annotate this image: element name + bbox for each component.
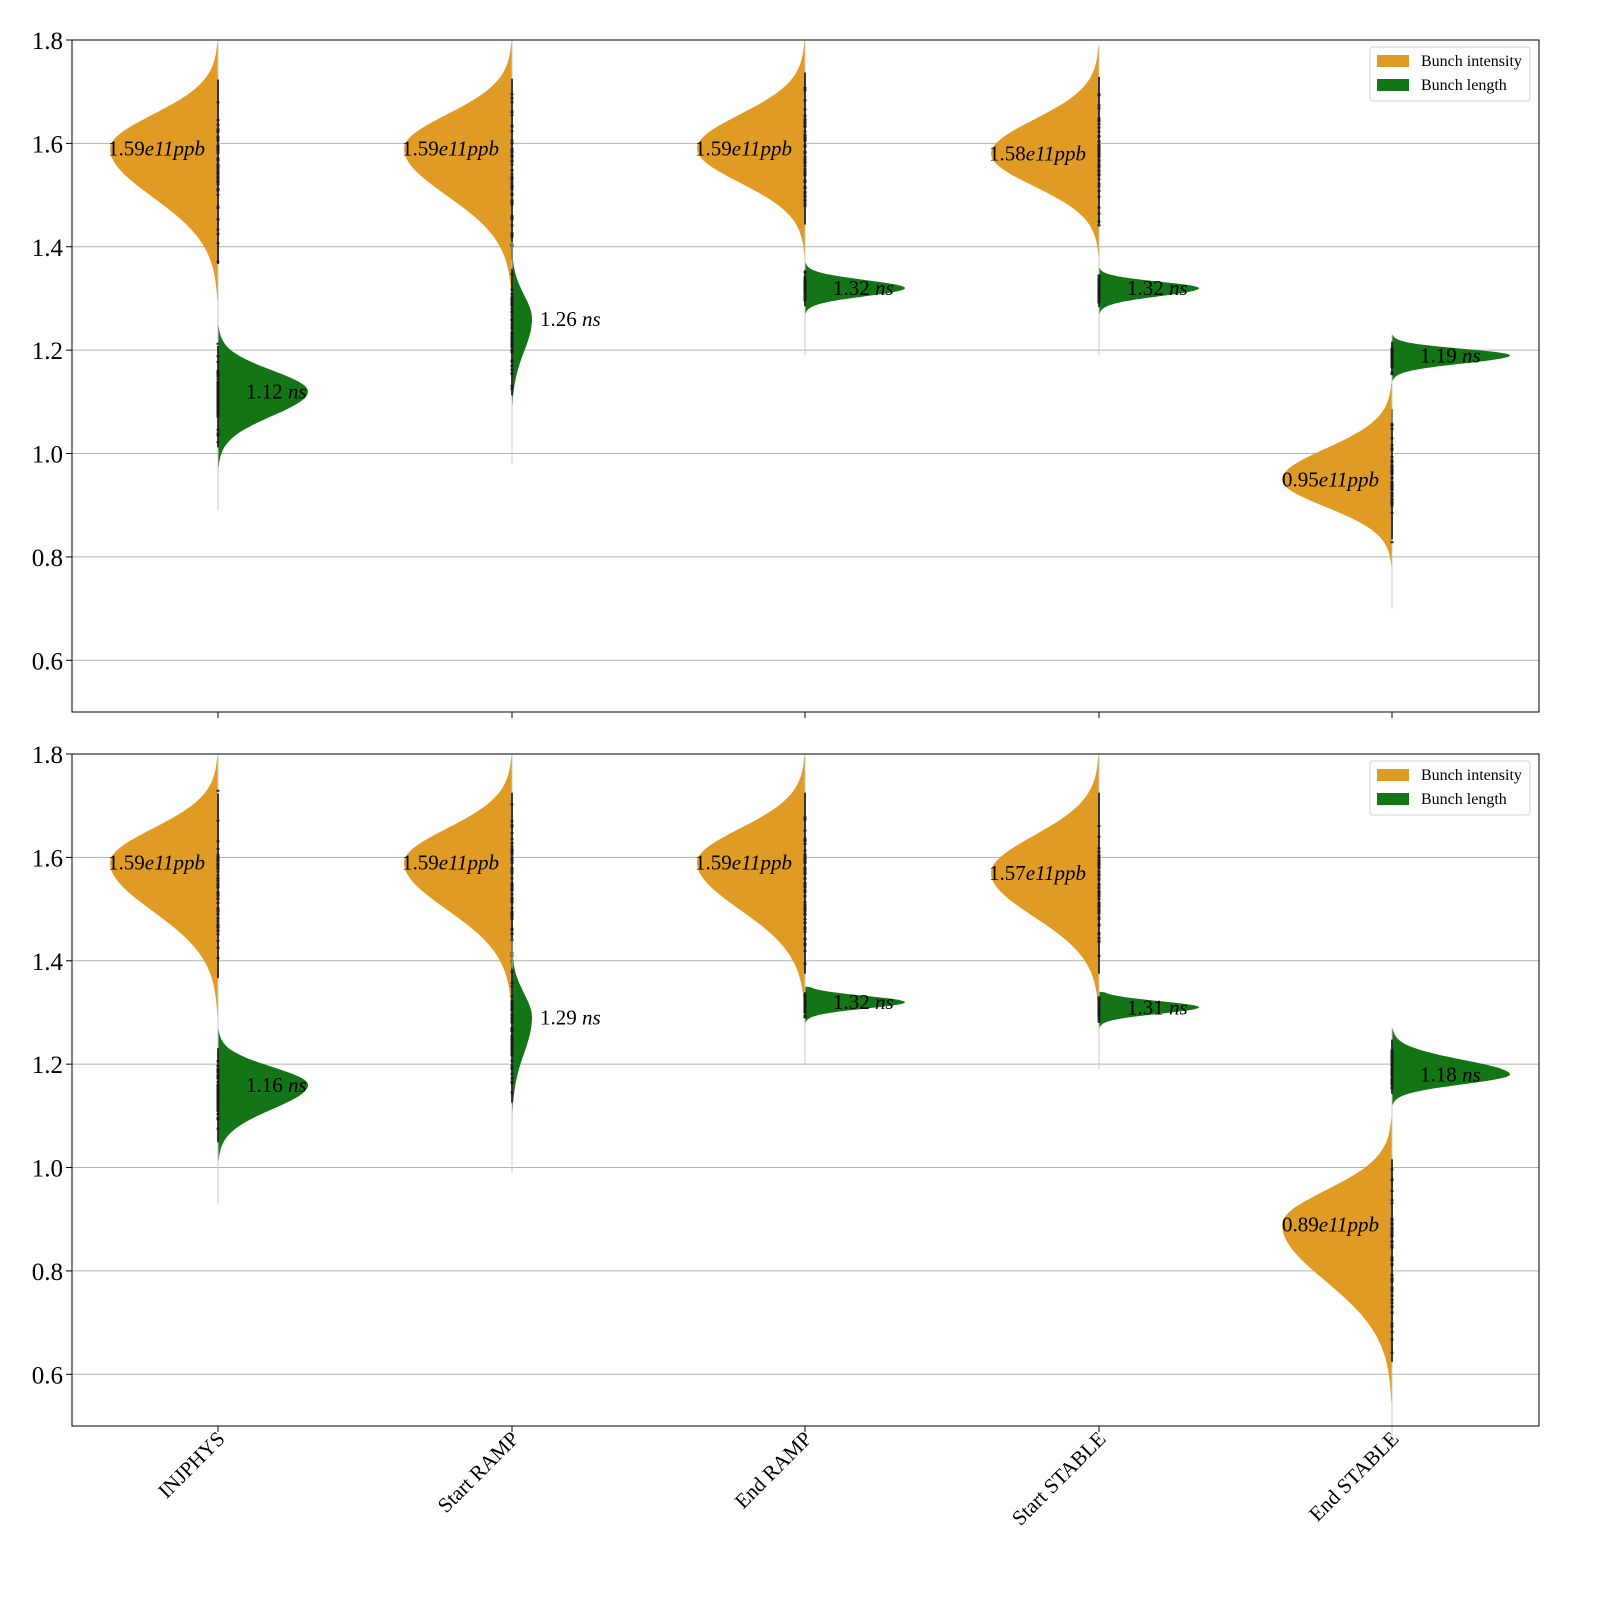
sample-points [803, 992, 807, 1019]
y-tick-label: 0.8 [32, 1259, 63, 1286]
sample-points [216, 789, 220, 979]
sample-points [803, 72, 807, 225]
length-violin [805, 262, 905, 314]
y-tick-label: 0.6 [32, 1362, 63, 1389]
sample-points [1390, 1039, 1394, 1094]
sample-points [1390, 409, 1394, 544]
y-tick-label: 1.6 [32, 845, 63, 872]
length-label: 1.26 ns [540, 307, 601, 331]
length-violin [512, 940, 532, 1132]
length-label: 1.18 ns [1420, 1062, 1481, 1086]
intensity-violin [1282, 1115, 1392, 1406]
intensity-label: 0.95e11ppb [1282, 467, 1379, 491]
length-violin [218, 1028, 308, 1163]
x-tick-label: End STABLE [1304, 1427, 1404, 1527]
intensity-label: 1.59e11ppb [695, 137, 792, 161]
sample-points [803, 270, 807, 307]
length-label: 1.32 ns [1127, 276, 1188, 300]
y-tick-label: 0.6 [32, 648, 63, 675]
intensity-label: 1.58e11ppb [989, 142, 1086, 166]
y-tick-label: 1.0 [32, 442, 63, 469]
length-violin [1099, 991, 1199, 1028]
legend: Bunch intensity Bunch length [1369, 46, 1531, 102]
y-tick-label: 1.4 [32, 949, 64, 976]
sample-points [510, 78, 514, 260]
intensity-violin [110, 40, 218, 304]
intensity-violin [697, 40, 805, 258]
sample-points [510, 792, 514, 974]
x-tick-label: INJPHYS [153, 1427, 229, 1503]
intensity-violin [404, 40, 512, 299]
intensity-label: 1.59e11ppb [402, 851, 499, 875]
y-tick-label: 1.8 [32, 28, 63, 55]
intensity-label: 1.59e11ppb [695, 851, 792, 875]
legend-swatch-intensity [1377, 55, 1409, 67]
intensity-violin [991, 45, 1099, 258]
intensity-label: 1.57e11ppb [989, 861, 1086, 885]
intensity-label: 1.59e11ppb [108, 137, 205, 161]
length-violin [1392, 334, 1510, 382]
sample-points [1390, 1159, 1394, 1362]
legend-swatch-length [1377, 79, 1409, 91]
legend-swatch-intensity [1377, 769, 1409, 781]
intensity-label: 1.59e11ppb [402, 137, 499, 161]
x-tick-label: Start RAMP [433, 1427, 524, 1518]
y-tick-label: 1.4 [32, 235, 64, 262]
legend-swatch-length [1377, 793, 1409, 805]
sample-points [510, 268, 514, 396]
bottom-panel: 0.6 0.8 1.0 1.2 1.4 1.6 1.8 1.59e11ppb 1.59e11pp… [32, 742, 1540, 1531]
sample-points [1097, 274, 1101, 307]
legend-label: Bunch length [1421, 791, 1507, 808]
x-tick-label: Start STABLE [1007, 1427, 1111, 1531]
length-label: 1.31 ns [1127, 995, 1188, 1019]
sample-points [1097, 996, 1101, 1023]
y-tick-label: 1.0 [32, 1156, 63, 1183]
intensity-label: 1.59e11ppb [108, 851, 205, 875]
y-tick-label: 1.8 [32, 742, 63, 769]
legend: Bunch intensity Bunch length [1369, 760, 1531, 816]
length-label: 1.12 ns [246, 380, 307, 404]
sample-points [803, 792, 807, 974]
length-violin [1392, 1028, 1510, 1106]
y-tick-label: 1.2 [32, 1052, 63, 1079]
length-label: 1.19 ns [1420, 343, 1481, 367]
legend-label: Bunch length [1421, 77, 1507, 94]
length-label: 1.32 ns [833, 990, 894, 1014]
legend-label: Bunch intensity [1421, 53, 1522, 70]
length-violin [218, 324, 308, 469]
intensity-violin [110, 754, 218, 1018]
intensity-label: 0.89e11ppb [1282, 1212, 1379, 1236]
y-tick-label: 1.2 [32, 338, 63, 365]
top-panel: 0.6 0.8 1.0 1.2 1.4 1.6 1.8 1.59e11ppb 1.59e11pp… [32, 28, 1540, 718]
length-label: 1.16 ns [246, 1073, 307, 1097]
intensity-violin [404, 754, 512, 1013]
y-tick-label: 1.6 [32, 131, 63, 158]
axes-frame [71, 753, 1540, 1427]
intensity-violin [697, 754, 805, 1013]
length-label: 1.29 ns [540, 1006, 601, 1030]
length-violin [805, 986, 905, 1023]
intensity-violin [1282, 381, 1392, 568]
sample-points [1097, 792, 1101, 974]
sample-points [216, 342, 220, 448]
intensity-violin [991, 754, 1099, 1013]
axes-frame [71, 39, 1540, 713]
length-violin [1099, 267, 1199, 314]
sample-points [216, 1048, 220, 1143]
y-tick-label: 0.8 [32, 545, 63, 572]
sample-points [510, 968, 514, 1103]
sample-points [1390, 341, 1394, 376]
sample-points [216, 79, 220, 265]
length-violin [512, 241, 532, 423]
length-label: 1.32 ns [833, 276, 894, 300]
x-tick-label: End RAMP [730, 1427, 817, 1514]
sample-points [1097, 76, 1101, 227]
legend-label: Bunch intensity [1421, 767, 1522, 784]
